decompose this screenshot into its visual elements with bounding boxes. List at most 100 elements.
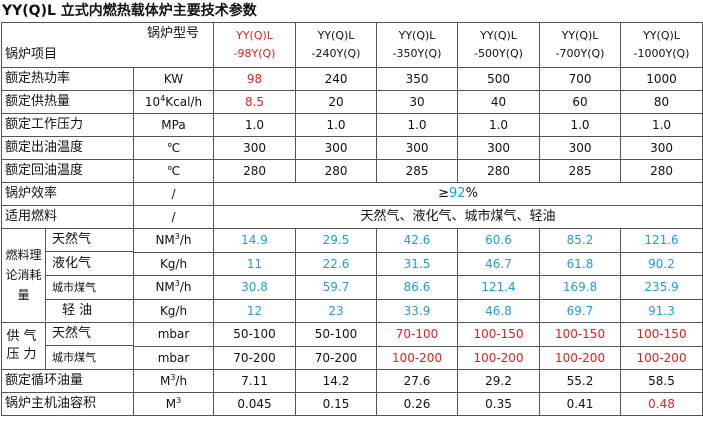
value-cell: 100-200 (457, 345, 541, 370)
value-cell: 0.35 (457, 392, 541, 416)
value-cell: 30.8 (213, 275, 297, 300)
value-cell: 235.9 (620, 275, 703, 300)
value-cell: 70-200 (213, 345, 297, 370)
value-cell: 1000 (620, 67, 703, 91)
row-pressure: 额定工作压力 MPa 1.0 1.0 1.0 1.0 1.0 1.0 (1, 113, 703, 137)
row-label: 锅炉效率 (1, 182, 134, 206)
value-cell: 100-150 (539, 322, 622, 347)
value-cell: 7.11 (213, 369, 297, 393)
value-cell: 61.8 (539, 251, 622, 276)
row-unit: / (132, 205, 215, 229)
value-cell: 300 (620, 136, 703, 160)
row-unit: ℃ (132, 159, 215, 183)
value-cell: 50-100 (213, 322, 297, 347)
value-cell: 240 (295, 67, 378, 91)
value-cell: 0.48 (620, 392, 703, 416)
value-cell: 91.3 (620, 298, 703, 323)
efficiency-value: ≥92% (213, 182, 703, 206)
value-cell: 285 (539, 159, 622, 183)
row-label: 额定循环油量 (1, 369, 134, 393)
sub-label: 城市煤气 (46, 276, 133, 300)
group-label: 供气压力 (3, 323, 46, 369)
value-cell: 70-100 (376, 322, 459, 347)
value-cell: 1.0 (213, 113, 297, 137)
model-header: YY(Q)L -700Y(Q) (539, 22, 622, 68)
row-fuel: 适用燃料 / 天然气、液化气、城市煤气、轻油 (1, 205, 703, 229)
group-label: 燃料理论消耗量 (3, 229, 46, 321)
row-consumption-lpg: Kg/h 11 22.6 31.5 46.7 61.8 90.2 (2, 251, 703, 276)
row-label: 锅炉主机油容积 (1, 392, 134, 416)
row-return: 额定回油温度 ℃ 280 280 285 280 285 280 (1, 159, 703, 183)
row-unit: KW (132, 67, 215, 91)
value-cell: 30 (376, 90, 459, 114)
item-label: 锅炉项目 (5, 47, 58, 62)
row-unit: ℃ (132, 136, 215, 160)
value-cell: 46.8 (457, 298, 541, 323)
value-cell: 0.41 (539, 392, 622, 416)
value-cell: 14.9 (213, 228, 297, 253)
row-unit: / (132, 182, 215, 206)
value-cell: 300 (295, 136, 378, 160)
fuel-value: 天然气、液化气、城市煤气、轻油 (213, 205, 703, 229)
value-cell: 300 (213, 136, 297, 160)
value-cell: 100-200 (620, 345, 703, 370)
value-cell: 0.15 (295, 392, 378, 416)
value-cell: 98 (213, 67, 297, 91)
row-heat: 额定供热量 104Kcal/h 8.5 20 30 40 60 80 (1, 90, 703, 114)
row-unit: MPa (132, 113, 215, 137)
row-efficiency: 锅炉效率 / ≥92% (1, 182, 703, 206)
value-cell: 90.2 (620, 251, 703, 276)
model-header: YY(Q)L -240Y(Q) (295, 22, 378, 68)
row-consumption-city-gas: NM3/h 30.8 59.7 86.6 121.4 169.8 235.9 (2, 275, 703, 300)
value-cell: 55.2 (539, 369, 622, 393)
row-supply-city-gas: mbar 70-200 70-200 100-200 100-200 100-2… (2, 345, 703, 370)
value-cell: 12 (213, 298, 297, 323)
row-label: 额定热功率 (1, 67, 134, 91)
row-circulation: 额定循环油量 M3/h 7.11 14.2 27.6 29.2 55.2 58.… (1, 369, 703, 393)
value-cell: 121.4 (457, 275, 541, 300)
row-unit: M3/h (132, 369, 215, 393)
row-power: 额定热功率 KW 98 240 350 500 700 1000 (1, 67, 703, 91)
value-cell: 280 (457, 159, 541, 183)
sub-label: 天然气 (46, 230, 133, 252)
consumption-group: 燃料理论消耗量 天然气 液化气 城市煤气 轻 油 (1, 228, 134, 323)
value-cell: 58.5 (620, 369, 703, 393)
row-unit: mbar (132, 322, 215, 347)
value-cell: 300 (539, 136, 622, 160)
header-corner: 锅炉型号 锅炉项目 (0, 22, 215, 68)
value-cell: 8.5 (213, 90, 297, 114)
value-cell: 80 (620, 90, 703, 114)
value-cell: 500 (457, 67, 541, 91)
row-consumption-natural-gas: 燃料理论消耗量 天然气 液化气 城市煤气 轻 油 NM3/h 14.9 29.5… (1, 228, 703, 323)
value-cell: 300 (457, 136, 541, 160)
value-cell: 0.26 (376, 392, 459, 416)
row-label: 额定出油温度 (1, 136, 134, 160)
value-cell: 70-200 (295, 345, 378, 370)
value-cell: 46.7 (457, 251, 541, 276)
row-unit: Kg/h (132, 298, 215, 323)
value-cell: 280 (213, 159, 297, 183)
model-label: 锅炉型号 (147, 26, 200, 41)
value-cell: 31.5 (376, 251, 459, 276)
value-cell: 100-150 (457, 322, 541, 347)
value-cell: 40 (457, 90, 541, 114)
value-cell: 285 (376, 159, 459, 183)
value-cell: 50-100 (295, 322, 378, 347)
value-cell: 42.6 (376, 228, 459, 253)
value-cell: 86.6 (376, 275, 459, 300)
value-cell: 27.6 (376, 369, 459, 393)
value-cell: 100-200 (539, 345, 622, 370)
value-cell: 1.0 (295, 113, 378, 137)
value-cell: 0.045 (213, 392, 297, 416)
value-cell: 60 (539, 90, 622, 114)
model-header: YY(Q)L -1000Y(Q) (620, 22, 703, 68)
value-cell: 1.0 (620, 113, 703, 137)
row-outlet: 额定出油温度 ℃ 300 300 300 300 300 300 (1, 136, 703, 160)
value-cell: 1.0 (539, 113, 622, 137)
value-cell: 1.0 (376, 113, 459, 137)
value-cell: 14.2 (295, 369, 378, 393)
row-label: 额定工作压力 (1, 113, 134, 137)
row-unit: NM3/h (132, 228, 215, 253)
row-supply-natural-gas: 供气压力 天然气 城市煤气 mbar 50-100 50-100 70-100 … (1, 322, 703, 370)
value-cell: 22.6 (295, 251, 378, 276)
